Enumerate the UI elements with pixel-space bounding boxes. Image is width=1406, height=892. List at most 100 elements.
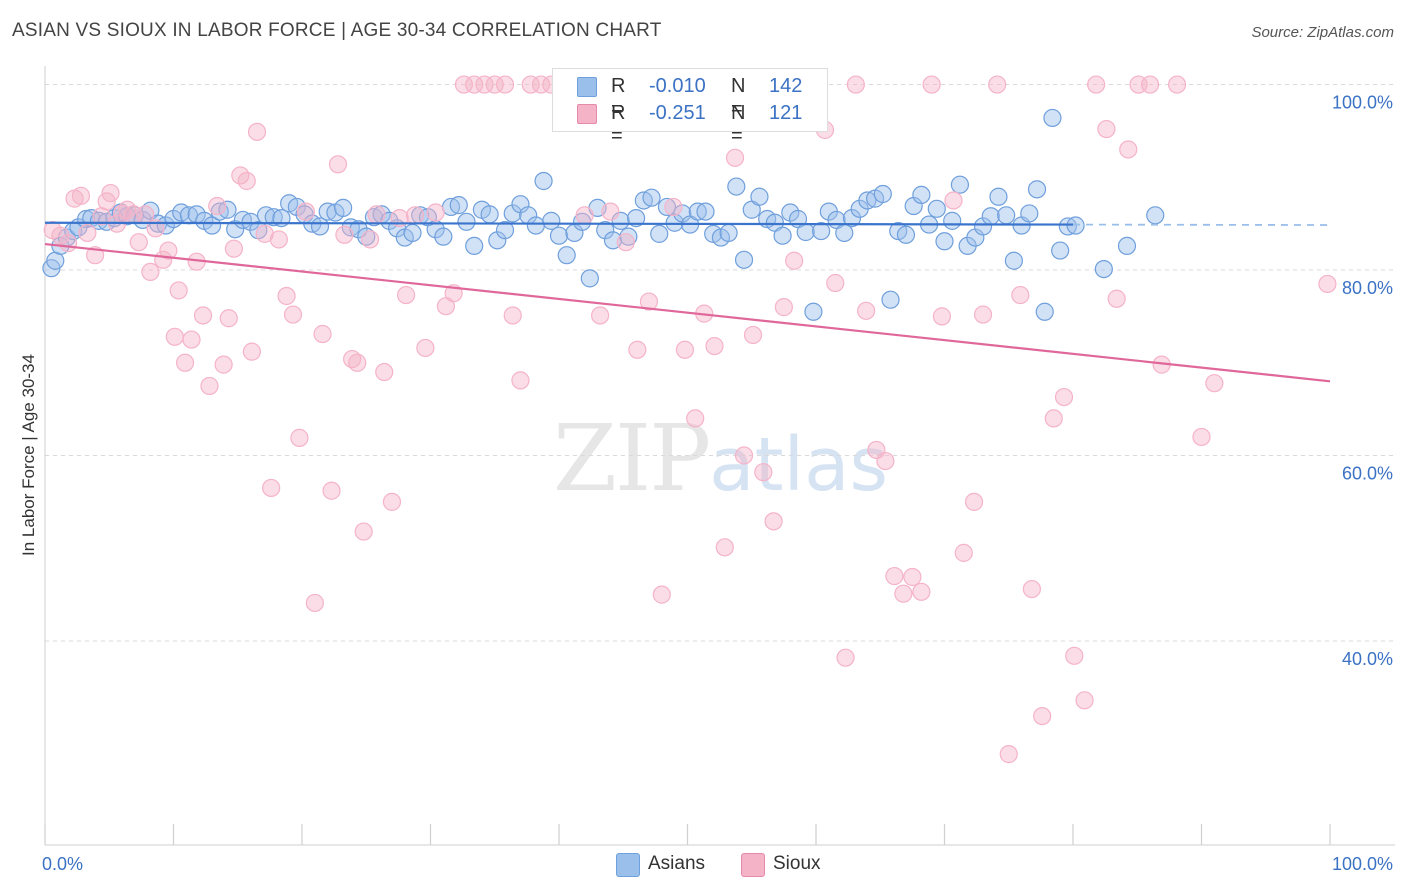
sioux-point — [328, 155, 348, 174]
y-axis-label: In Labor Force | Age 30-34 — [19, 354, 38, 556]
asian-point — [403, 223, 422, 243]
y-tick-label: 60.0% — [1342, 464, 1393, 484]
sioux-point — [1205, 374, 1224, 393]
asian-point — [719, 223, 738, 243]
asians-legend-swatch — [616, 853, 640, 877]
sioux-point — [277, 286, 296, 306]
sioux-point — [426, 203, 445, 222]
asian-point — [434, 227, 453, 246]
sioux-point — [705, 336, 724, 356]
zipatlas-watermark: ZIPatlas — [553, 405, 888, 512]
asian-point — [534, 171, 553, 191]
asian-point — [734, 250, 754, 269]
sioux-point — [628, 340, 647, 359]
asian-point — [318, 202, 337, 221]
sioux-point — [454, 75, 474, 94]
sioux-point — [59, 234, 78, 253]
n-label: N = — [731, 102, 746, 147]
legend-label: Asians — [648, 853, 706, 874]
sioux-point — [932, 307, 952, 326]
sioux-point — [988, 75, 1007, 94]
asian-point — [981, 207, 1000, 226]
asian-point — [226, 220, 245, 239]
sioux-point — [903, 567, 922, 587]
sioux-point — [922, 75, 941, 94]
sioux-point — [475, 75, 494, 94]
asian-point — [596, 221, 615, 240]
sioux-point — [973, 305, 993, 324]
sioux-point — [1087, 75, 1106, 94]
asian-point — [202, 216, 222, 235]
sioux-point — [616, 233, 635, 252]
asian-point — [727, 177, 746, 196]
x-tick-label: 0.0% — [42, 854, 83, 874]
sioux-point — [885, 566, 904, 586]
asian-point — [626, 208, 646, 228]
asian-point — [696, 202, 715, 221]
sioux-point — [193, 306, 213, 325]
sioux-point — [774, 298, 793, 317]
asian-point — [287, 197, 306, 217]
sioux-point — [846, 75, 865, 94]
sioux-point — [1044, 409, 1063, 428]
asian-point — [804, 302, 823, 321]
y-tick-label: 40.0% — [1342, 649, 1393, 669]
asian-point — [557, 246, 576, 265]
sioux-legend-swatch — [741, 853, 765, 877]
correlation-stats-box: R = -0.010 N = 142 R = -0.251 N = 121 — [552, 68, 828, 147]
asian-point — [812, 221, 831, 241]
sioux-point — [200, 376, 219, 396]
sioux-point — [954, 543, 973, 562]
r-label: R = — [611, 75, 626, 120]
sioux-point — [894, 584, 913, 603]
sioux-point — [591, 306, 610, 325]
sioux-point — [857, 301, 876, 320]
n-value: 121 — [769, 102, 803, 124]
sioux-point — [531, 75, 551, 94]
asian-point — [118, 207, 137, 226]
sioux-point — [675, 340, 695, 359]
asian-point — [973, 217, 993, 236]
asian-point — [465, 236, 484, 256]
legend-label: Sioux — [773, 853, 821, 874]
sioux-point — [348, 353, 367, 372]
asian-point — [1146, 206, 1165, 225]
sioux-point — [734, 446, 754, 465]
sioux-point — [396, 285, 416, 305]
sioux-point — [78, 223, 97, 243]
sioux-point — [1192, 427, 1211, 447]
asian-point — [796, 222, 815, 242]
asian-point — [264, 208, 283, 227]
sioux-point — [521, 75, 540, 94]
asian-point — [927, 199, 946, 218]
sioux-point — [101, 183, 120, 203]
sioux-point — [1107, 289, 1126, 308]
n-label: N = — [731, 75, 746, 120]
asian-point — [1004, 251, 1023, 270]
sioux-point — [686, 409, 705, 428]
sioux-point — [214, 355, 233, 374]
source-credit: Source: ZipAtlas.com — [1251, 24, 1394, 41]
sioux-point — [485, 75, 504, 94]
asian-point — [1020, 204, 1039, 223]
sioux-point — [912, 582, 931, 601]
sioux-point — [262, 478, 281, 498]
y-tick-label: 80.0% — [1342, 278, 1393, 298]
sioux-point — [71, 186, 91, 205]
asian-point — [218, 200, 237, 219]
asian-point — [1117, 236, 1137, 256]
sioux-point — [382, 492, 402, 511]
sioux-point — [146, 219, 165, 238]
sioux-point — [1140, 75, 1160, 94]
sioux-point — [247, 122, 267, 141]
sioux-point — [322, 481, 341, 500]
sioux-point — [169, 281, 188, 300]
sioux-point — [1054, 387, 1074, 407]
sioux-point — [219, 309, 238, 328]
sioux-point — [503, 306, 522, 325]
asian-point — [526, 216, 545, 235]
asian-point — [1051, 241, 1070, 260]
asian-point — [1027, 180, 1047, 199]
sioux-point — [141, 262, 160, 281]
sioux-point — [1011, 285, 1030, 305]
